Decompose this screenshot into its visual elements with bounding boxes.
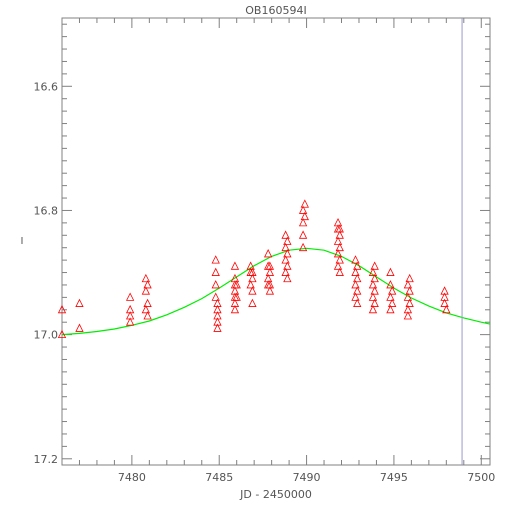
data-point-triangle: [405, 286, 414, 295]
data-point-triangle: [283, 261, 292, 270]
data-point-triangle: [386, 280, 395, 289]
data-point-triangle: [368, 304, 378, 314]
data-point-triangle: [75, 298, 84, 307]
data-point-triangle: [405, 298, 414, 307]
tick-labels-group: 7480 7485 7490 7495 7500 16.6 16.8 17.0 17.2: [34, 80, 496, 484]
data-point-triangle: [298, 230, 308, 239]
data-point-triangle: [298, 242, 308, 252]
data-point-triangle: [353, 286, 362, 295]
data-point-triangle: [386, 292, 395, 301]
y-tick-label: 16.8: [34, 204, 59, 217]
data-point-triangle: [351, 267, 360, 276]
y-tick-label: 17.2: [34, 453, 59, 466]
data-point-triangle: [333, 261, 343, 270]
x-tick-label: 7480: [118, 471, 146, 484]
data-point-triangle: [370, 286, 379, 295]
x-axis-label: JD - 2450000: [239, 488, 312, 501]
data-point-triangle: [281, 242, 290, 252]
data-point-triangle: [283, 236, 292, 245]
data-point-triangle: [281, 267, 290, 276]
data-point-triangle: [353, 261, 362, 270]
data-point-triangle: [213, 323, 222, 332]
data-point-triangle: [353, 273, 362, 283]
data-point-triangle: [335, 267, 344, 276]
data-point-triangle: [353, 298, 362, 307]
plot-frame: [61, 17, 491, 466]
data-point-triangle: [248, 298, 257, 307]
data-point-triangle: [230, 261, 240, 270]
model-curve-group: [61, 247, 491, 336]
data-point-triangle: [57, 304, 67, 314]
data-point-triangle: [230, 304, 240, 314]
data-point-triangle: [368, 292, 378, 301]
data-point-triangle: [211, 280, 220, 289]
data-point-triangle: [403, 311, 413, 320]
data-point-triangle: [125, 292, 135, 301]
data-point-triangle: [351, 255, 360, 264]
data-point-triangle: [440, 298, 449, 307]
data-point-triangle: [335, 255, 344, 264]
data-point-triangle: [386, 267, 395, 276]
data-point-triangle: [351, 280, 360, 289]
data-point-triangle: [405, 273, 414, 283]
data-point-triangle: [281, 230, 290, 239]
data-point-triangle: [386, 304, 395, 314]
data-point-triangle: [141, 286, 151, 295]
data-point-triangle: [232, 292, 241, 301]
data-point-triangle: [333, 249, 343, 258]
data-point-triangle: [248, 267, 257, 276]
data-point-triangle: [403, 280, 413, 289]
data-point-triangle: [281, 255, 290, 264]
data-point-triangle: [335, 230, 344, 239]
data-points-group: [57, 199, 451, 339]
data-point-triangle: [442, 304, 451, 314]
data-point-triangle: [300, 199, 309, 208]
data-point-triangle: [143, 311, 152, 320]
data-point-triangle: [283, 249, 292, 258]
data-point-triangle: [248, 286, 257, 295]
data-point-triangle: [403, 292, 413, 301]
data-point-triangle: [211, 255, 220, 264]
data-point-triangle: [263, 249, 273, 258]
data-point-triangle: [370, 298, 379, 307]
data-point-triangle: [211, 292, 220, 301]
data-point-triangle: [351, 292, 360, 301]
data-point-triangle: [246, 280, 255, 289]
data-point-triangle: [125, 317, 135, 326]
y-tick-label: 17.0: [34, 329, 59, 342]
data-point-triangle: [265, 267, 275, 276]
data-point-triangle: [368, 267, 378, 276]
data-point-triangle: [141, 304, 151, 314]
data-point-triangle: [75, 323, 84, 332]
data-point-triangle: [370, 273, 379, 283]
data-point-triangle: [370, 261, 379, 270]
data-point-triangle: [368, 280, 378, 289]
data-point-triangle: [211, 267, 220, 276]
chart-title: OB160594I: [245, 4, 306, 17]
x-tick-label: 7500: [467, 471, 495, 484]
data-point-triangle: [300, 211, 309, 221]
data-point-triangle: [143, 298, 152, 307]
data-point-triangle: [298, 205, 308, 214]
data-point-triangle: [265, 286, 275, 295]
x-tick-label: 7485: [205, 471, 233, 484]
data-point-triangle: [143, 280, 152, 289]
x-tick-label: 7490: [293, 471, 321, 484]
data-point-triangle: [388, 298, 397, 307]
plot-axes: [61, 17, 491, 466]
x-tick-label: 7495: [380, 471, 408, 484]
data-point-triangle: [232, 280, 241, 289]
data-point-triangle: [283, 273, 292, 283]
y-axis-label: I: [21, 236, 24, 247]
model-curve: [61, 247, 491, 336]
data-point-triangle: [388, 286, 397, 295]
y-tick-label: 16.6: [34, 80, 59, 93]
data-point-triangle: [333, 236, 343, 245]
data-point-triangle: [248, 273, 257, 283]
data-point-triangle: [57, 329, 67, 339]
data-point-triangle: [141, 273, 151, 283]
data-point-triangle: [298, 217, 308, 227]
data-point-triangle: [335, 242, 344, 252]
